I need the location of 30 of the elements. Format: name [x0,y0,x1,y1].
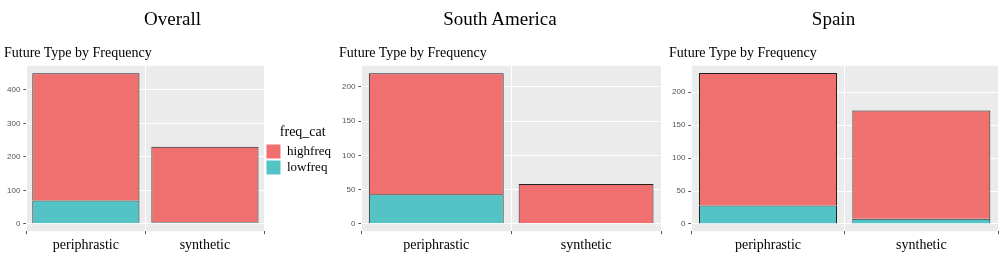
legend-title: freq_cat [279,124,326,140]
y-tick-label: 0 [15,219,21,229]
y-tick-label: 200 [6,152,21,162]
x-tick-label: periphrastic [734,237,802,253]
y-tick-label: 150 [341,116,356,126]
y-tick-label: 50 [676,186,686,196]
chart-subtitle: Future Type by Frequency [669,45,817,61]
y-tick-label: 400 [6,85,21,95]
chart-title: Overall [143,8,202,30]
y-tick-label: 0 [350,218,356,228]
chart-title: Spain [810,8,857,30]
x-tick-label: synthetic [560,237,612,253]
chart-subtitle: Future Type by Frequency [4,45,152,61]
y-tick-label: 300 [6,118,21,128]
chart-title: South America [442,8,558,30]
x-tick-label: synthetic [896,237,947,253]
y-tick-label: 200 [341,82,356,92]
y-tick-label: 0 [680,219,686,229]
chart-subtitle: Future Type by Frequency [339,45,487,61]
x-tick-label: periphrastic [403,237,470,253]
legend-label: highfreq [286,142,332,158]
x-tick-label: periphrastic [52,237,119,253]
y-tick-label: 100 [6,185,21,195]
y-tick-label: 100 [341,150,356,160]
y-tick-label: 150 [671,120,686,130]
legend-label: lowfreq [286,158,328,174]
x-tick-label: synthetic [179,237,231,253]
y-tick-label: 200 [671,87,686,97]
y-tick-label: 100 [671,153,686,163]
y-tick-label: 50 [346,184,356,194]
